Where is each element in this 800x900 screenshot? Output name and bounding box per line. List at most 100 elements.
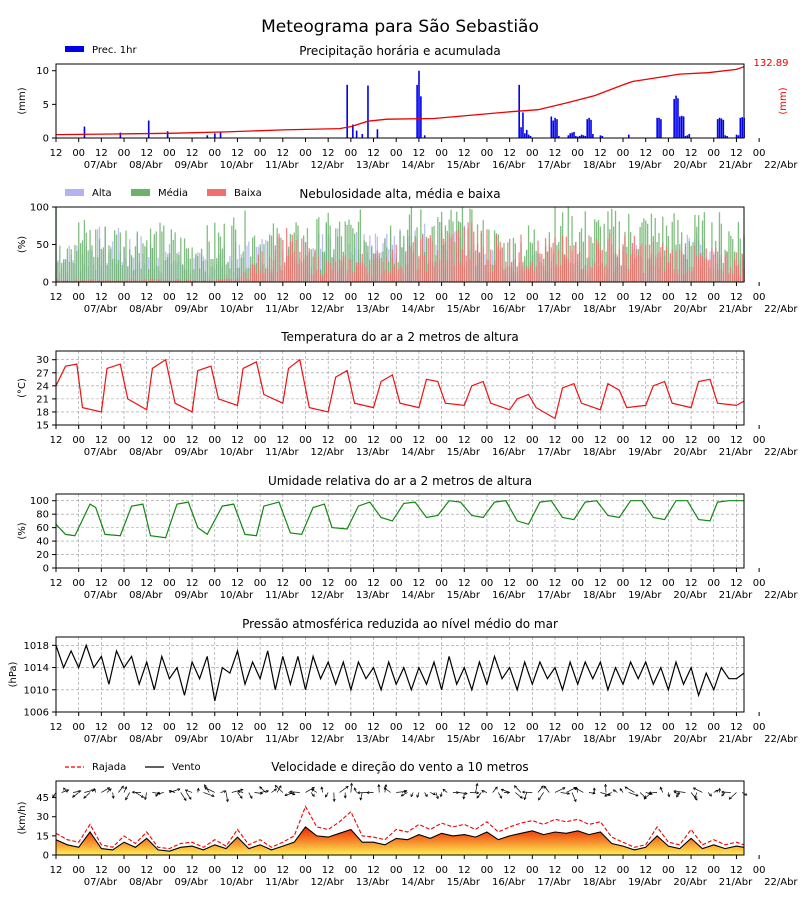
wind-arrow-head [196, 787, 200, 791]
cloud-low-bar [321, 276, 324, 282]
cloud-mid-bar [732, 239, 734, 282]
cloud-mid-bar [331, 257, 333, 282]
precip-bar [575, 135, 577, 138]
x-day-label: 18/Abr [583, 447, 617, 458]
x-day-label: 11/Abr [265, 877, 299, 888]
x-day-label: 07/Abr [84, 304, 118, 315]
x-tick-label: 12 [50, 148, 63, 159]
x-tick-label: 12 [140, 722, 153, 733]
x-tick-label: 12 [322, 148, 335, 159]
cloud-high-bar [96, 229, 99, 282]
x-day-label: 19/Abr [628, 160, 662, 171]
wind-arrow-head [519, 795, 523, 799]
cloud-mid-bar [208, 241, 210, 282]
cloud-low-bar [580, 269, 583, 282]
cloud-low-bar [310, 274, 312, 282]
x-day-label: 08/Abr [129, 590, 163, 601]
cloud-low-bar [287, 256, 290, 282]
cloud-low-bar [110, 280, 112, 282]
x-tick-label: 12 [730, 148, 743, 159]
x-tick-label: 12 [276, 435, 289, 446]
cloud-mid-bar [318, 217, 320, 282]
wind-arrow-head [311, 788, 315, 792]
x-day-label: 21/Abr [719, 734, 753, 745]
cloud-low-bar [675, 251, 677, 282]
cloud-mid-bar [62, 259, 65, 282]
precip-bar [522, 112, 524, 138]
x-tick-label: 12 [639, 435, 652, 446]
precip-bar [567, 135, 570, 138]
x-tick-label: 12 [503, 578, 516, 589]
cloud-low-bar [369, 265, 371, 282]
cloud-mid-bar [216, 258, 218, 282]
wind-arrow-head [410, 794, 414, 798]
legend-label-gust: Rajada [92, 762, 126, 773]
precip-bar [599, 135, 602, 138]
y-tick-label: 15 [36, 421, 49, 432]
x-tick-label: 12 [549, 578, 562, 589]
wind-direction-arrow [123, 786, 127, 793]
cloud-mid-bar [172, 239, 174, 282]
cloud-low-bar [715, 247, 717, 282]
cloud-mid-bar [321, 251, 324, 282]
wind-arrow-head [523, 797, 527, 801]
cloud-low-bar [628, 269, 630, 282]
cloud-low-bar [87, 279, 89, 282]
cloud-low-bar [478, 252, 481, 282]
cloud-mid-bar [238, 267, 241, 282]
precip-bar [737, 135, 740, 138]
cloud-low-bar [586, 270, 588, 282]
precip-bar [588, 117, 590, 138]
cloud-low-bar [200, 280, 203, 282]
cloud-mid-bar [718, 212, 721, 282]
y-tick-label: 20 [36, 550, 49, 561]
cloud-mid-bar [696, 226, 698, 282]
precip-bar [569, 133, 572, 138]
cloud-low-bar [592, 267, 594, 282]
cloud-mid-bar [176, 253, 178, 282]
wind-direction-arrow [501, 789, 510, 793]
cloud-mid-bar [701, 220, 704, 282]
cloud-low-bar [355, 262, 358, 282]
cloud-low-bar [440, 231, 443, 282]
cloud-low-bar [263, 273, 265, 282]
wind-arrow-head [356, 791, 361, 795]
cloud-mid-bar [231, 225, 233, 282]
cloud-high-bar [204, 259, 207, 282]
cloud-mid-bar [461, 207, 464, 282]
wind-line [55, 826, 745, 852]
wind-direction-arrow [169, 790, 176, 793]
x-day-label: 09/Abr [174, 590, 208, 601]
cloud-mid-bar [371, 246, 373, 282]
cloud-low-bar [669, 253, 671, 282]
pressure-line [55, 643, 745, 702]
x-tick-label: 12 [95, 435, 108, 446]
wind-direction-arrow [458, 792, 468, 795]
x-tick-label: 12 [322, 435, 335, 446]
cloud-low-bar [361, 253, 363, 282]
cloud-high-bar [238, 244, 241, 282]
cloud-low-bar [671, 249, 673, 282]
wind-direction-arrow [271, 788, 277, 793]
y-tick-label: 24 [36, 381, 49, 392]
x-tick-label: 00 [435, 722, 448, 733]
cloud-low-bar [408, 246, 411, 282]
cloud-low-bar [365, 266, 367, 282]
x-day-label: 13/Abr [356, 160, 390, 171]
cloud-low-bar [565, 236, 568, 282]
cloud-low-bar [578, 252, 581, 282]
wind-direction-arrow [476, 792, 482, 799]
cloud-low-bar [187, 279, 190, 282]
x-tick-label: 12 [413, 865, 426, 876]
cloud-low-bar [151, 278, 154, 282]
cloud-low-bar [149, 279, 152, 282]
x-tick-label: 00 [753, 435, 766, 446]
x-day-label: 21/Abr [719, 160, 753, 171]
cloud-low-bar [510, 261, 513, 282]
cloud-low-bar [157, 278, 159, 282]
x-tick-label: 12 [594, 722, 607, 733]
x-tick-label: 12 [276, 148, 289, 159]
wind-arrow-head [188, 796, 192, 800]
wind-direction-arrow [721, 791, 731, 793]
cloud-low-bar [210, 280, 212, 282]
